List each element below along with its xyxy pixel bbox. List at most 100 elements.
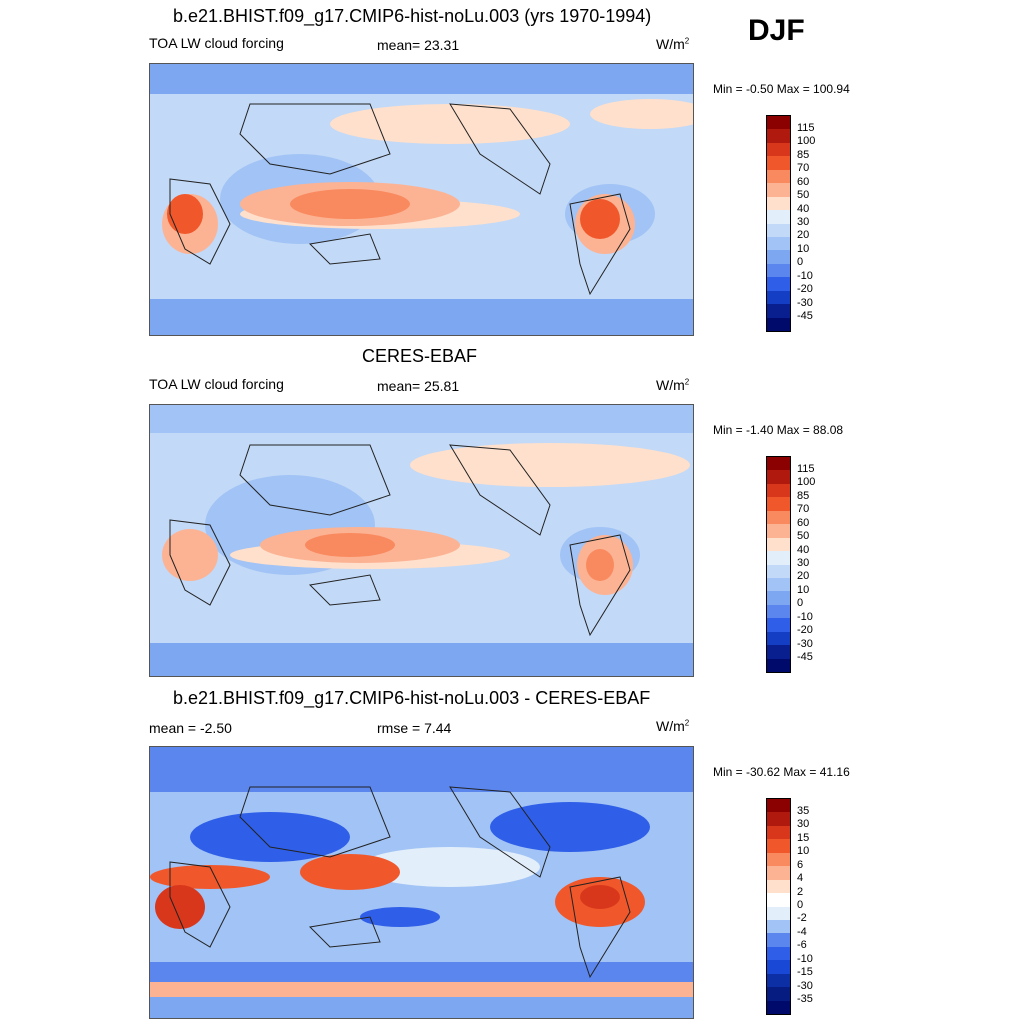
season-label: DJF <box>748 14 805 47</box>
colorbar-swatch <box>767 317 790 331</box>
colorbar <box>766 456 791 673</box>
colorbar-tick-label: 50 <box>797 530 810 543</box>
colorbar-swatch <box>767 277 790 291</box>
colorbar-swatch <box>767 223 790 237</box>
colorbar-tick-label: 30 <box>797 216 810 229</box>
colorbar-swatch <box>767 497 790 511</box>
colorbar-swatch <box>767 183 790 197</box>
colorbar-tick-label: 100 <box>797 476 816 489</box>
colorbar-tick-label: 10 <box>797 583 810 596</box>
colorbar-swatch <box>767 658 790 672</box>
colorbar-swatch <box>767 987 790 1001</box>
colorbar-swatch <box>767 1000 790 1014</box>
colorbar-tick-label: 10 <box>797 845 810 858</box>
colorbar-swatch <box>767 631 790 646</box>
colorbar-tick-label: -10 <box>797 610 813 623</box>
colorbar-tick-label: -45 <box>797 310 813 323</box>
colorbar-tick-label: 40 <box>797 543 810 556</box>
colorbar-swatch <box>767 537 790 552</box>
colorbar-swatch <box>767 457 790 471</box>
units-label: W/m2 <box>656 36 690 52</box>
colorbar-tick-label: 70 <box>797 503 810 516</box>
colorbar <box>766 798 791 1015</box>
colorbar-tick-label: 2 <box>797 885 804 898</box>
map-plot <box>149 746 694 1019</box>
colorbar-tick-label: 20 <box>797 570 810 583</box>
colorbar-tick-label: -35 <box>797 993 813 1006</box>
units-label: W/m2 <box>656 377 690 393</box>
colorbar-swatch <box>767 510 790 525</box>
colorbar-swatch <box>767 470 790 484</box>
colorbar-tick-label: -45 <box>797 651 813 664</box>
colorbar-tick-label: -30 <box>797 979 813 992</box>
colorbar-tick-label: -6 <box>797 939 807 952</box>
colorbar-tick-label: 0 <box>797 899 804 912</box>
colorbar-swatch <box>767 812 790 826</box>
colorbar-tick-label: 85 <box>797 148 810 161</box>
mean-label: mean = -2.50 <box>149 720 232 736</box>
colorbar-tick-label: -10 <box>797 269 813 282</box>
colorbar-tick-label: -4 <box>797 925 807 938</box>
colorbar-swatch <box>767 142 790 157</box>
colorbar-swatch <box>767 524 790 538</box>
colorbar-tick-label: -15 <box>797 966 813 979</box>
colorbar-swatch <box>767 116 790 130</box>
panel-title: CERES-EBAF <box>362 346 478 366</box>
panel-title: b.e21.BHIST.f09_g17.CMIP6-hist-noLu.003 … <box>173 6 652 26</box>
colorbar-tick-label: 20 <box>797 229 810 242</box>
colorbar-swatch <box>767 618 790 632</box>
colorbar-swatch <box>767 973 790 988</box>
colorbar-swatch <box>767 604 790 619</box>
colorbar-swatch <box>767 933 790 947</box>
colorbar-tick-label: 100 <box>797 135 816 148</box>
colorbar-tick-label: 70 <box>797 162 810 175</box>
variable-label: TOA LW cloud forcing <box>149 35 284 51</box>
colorbar-tick-label: 30 <box>797 557 810 570</box>
colorbar-tick-label: 0 <box>797 597 804 610</box>
colorbar-tick-label: -2 <box>797 912 807 925</box>
colorbar-swatch <box>767 196 790 211</box>
colorbar-swatch <box>767 893 790 907</box>
colorbar <box>766 115 791 332</box>
map-plot <box>149 404 694 677</box>
colorbar-tick-label: 50 <box>797 189 810 202</box>
colorbar-tick-label: 10 <box>797 242 810 255</box>
colorbar-swatch <box>767 250 790 264</box>
variable-label: TOA LW cloud forcing <box>149 376 284 392</box>
colorbar-tick-label: 60 <box>797 516 810 529</box>
rmse-label: rmse = 7.44 <box>377 720 452 736</box>
colorbar-tick-label: -20 <box>797 624 813 637</box>
colorbar-tick-label: 60 <box>797 175 810 188</box>
colorbar-swatch <box>767 866 790 880</box>
colorbar-swatch <box>767 129 790 143</box>
minmax-label: Min = -0.50 Max = 100.94 <box>713 82 850 96</box>
colorbar-swatch <box>767 852 790 867</box>
colorbar-swatch <box>767 551 790 565</box>
colorbar-tick-label: 30 <box>797 818 810 831</box>
colorbar-tick-label: 115 <box>797 121 815 134</box>
colorbar-tick-label: 40 <box>797 202 810 215</box>
minmax-label: Min = -1.40 Max = 88.08 <box>713 423 844 437</box>
colorbar-swatch <box>767 263 790 278</box>
colorbar-swatch <box>767 577 790 592</box>
map-plot <box>149 63 694 336</box>
colorbar-tick-label: -30 <box>797 637 813 650</box>
colorbar-swatch <box>767 591 790 605</box>
minmax-label: Min = -30.62 Max = 41.16 <box>713 765 850 779</box>
colorbar-swatch <box>767 156 790 170</box>
colorbar-swatch <box>767 946 790 961</box>
colorbar-swatch <box>767 304 790 318</box>
colorbar-tick-label: 115 <box>797 462 815 475</box>
colorbar-tick-label: 15 <box>797 831 810 844</box>
colorbar-swatch <box>767 839 790 853</box>
colorbar-swatch <box>767 799 790 813</box>
colorbar-tick-label: 6 <box>797 858 804 871</box>
colorbar-swatch <box>767 210 790 224</box>
colorbar-tick-label: -30 <box>797 296 813 309</box>
mean-label: mean= 25.81 <box>377 378 460 394</box>
colorbar-tick-label: -20 <box>797 283 813 296</box>
colorbar-tick-label: -10 <box>797 952 813 965</box>
colorbar-swatch <box>767 960 790 974</box>
colorbar-swatch <box>767 169 790 184</box>
mean-label: mean= 23.31 <box>377 37 460 53</box>
